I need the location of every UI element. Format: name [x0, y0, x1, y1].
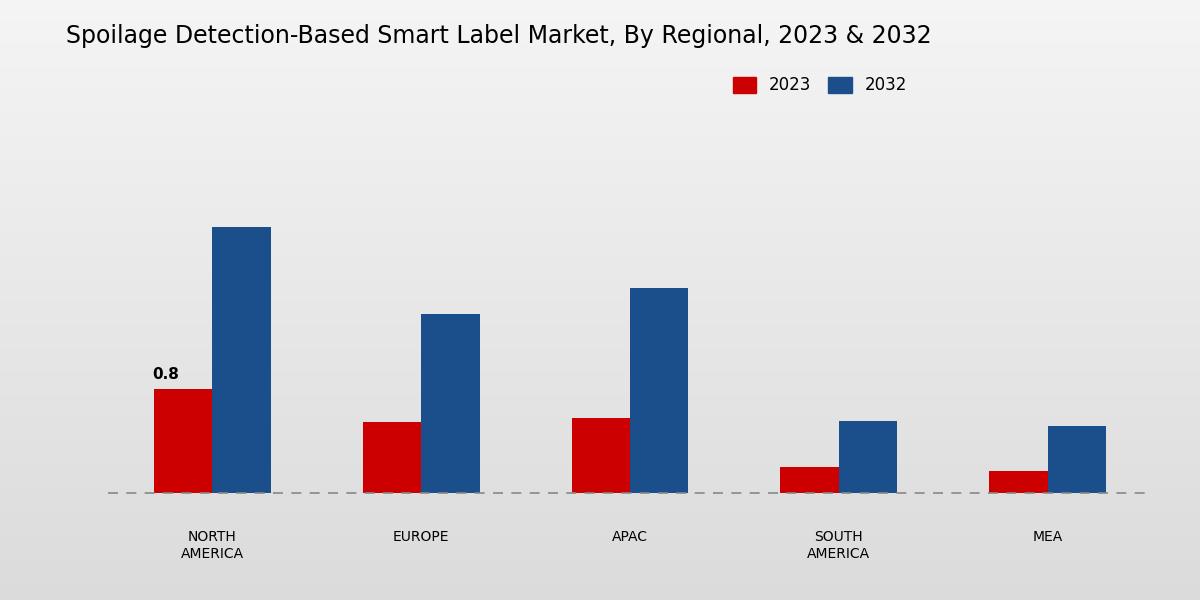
Bar	[780, 467, 839, 493]
Bar	[154, 389, 212, 493]
Text: Spoilage Detection-Based Smart Label Market, By Regional, 2023 & 2032: Spoilage Detection-Based Smart Label Mar…	[66, 24, 931, 48]
Bar	[989, 472, 1048, 493]
Bar	[421, 314, 480, 493]
Text: 0.8: 0.8	[152, 367, 179, 382]
Bar	[362, 422, 421, 493]
Bar	[839, 421, 898, 493]
Bar	[630, 288, 689, 493]
Legend: 2023, 2032: 2023, 2032	[726, 70, 914, 101]
Bar	[1048, 426, 1106, 493]
Bar	[212, 227, 271, 493]
Bar	[571, 418, 630, 493]
